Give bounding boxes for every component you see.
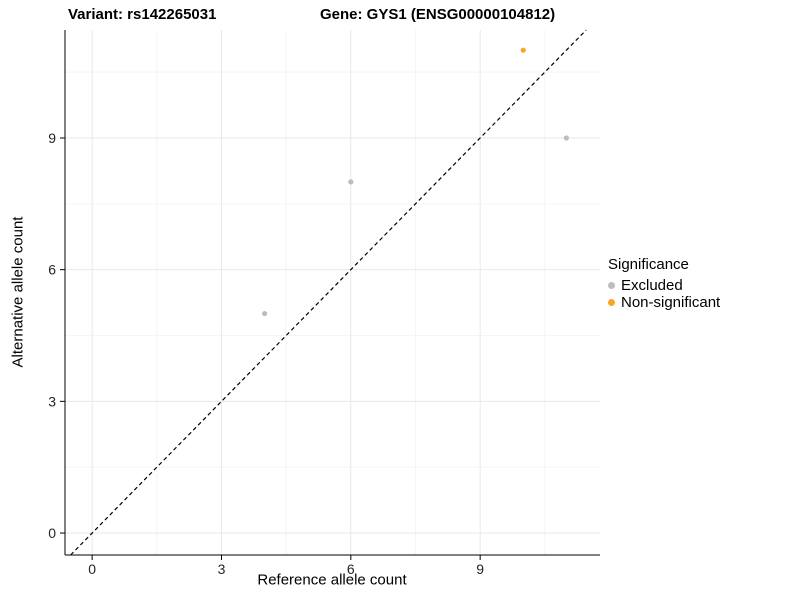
x-tick-label: 0 — [88, 561, 96, 577]
x-tick-label: 3 — [218, 561, 226, 577]
data-point-non-significant — [520, 47, 526, 53]
y-tick-label: 6 — [48, 262, 56, 278]
x-tick-label: 6 — [347, 561, 355, 577]
data-point-excluded — [563, 135, 569, 141]
excluded-point-swatch — [608, 282, 615, 289]
legend-item-label-excluded: Excluded — [621, 277, 683, 294]
y-tick-label: 0 — [48, 525, 56, 541]
legend-title: Significance — [608, 256, 689, 273]
y-tick-label: 9 — [48, 130, 56, 146]
variant-title: Variant: rs142265031 — [68, 6, 217, 23]
legend-item-non-significant: Non-significant — [608, 294, 720, 311]
legend: Significance Excluded Non-significant — [608, 256, 720, 311]
data-point-excluded — [262, 310, 268, 317]
non-significant-point-swatch — [608, 299, 615, 306]
x-axis-label: Reference allele count — [257, 571, 407, 589]
data-point-excluded — [348, 179, 354, 185]
gene-title: Gene: GYS1 (ENSG00000104812) — [320, 6, 556, 23]
y-tick-label: 3 — [48, 393, 56, 409]
y-axis-label: Alternative allele count — [9, 216, 27, 368]
legend-item-excluded: Excluded — [608, 277, 720, 294]
x-tick-label: 9 — [476, 561, 484, 577]
legend-item-label-non-significant: Non-significant — [621, 294, 721, 311]
identity-line — [70, 29, 587, 556]
